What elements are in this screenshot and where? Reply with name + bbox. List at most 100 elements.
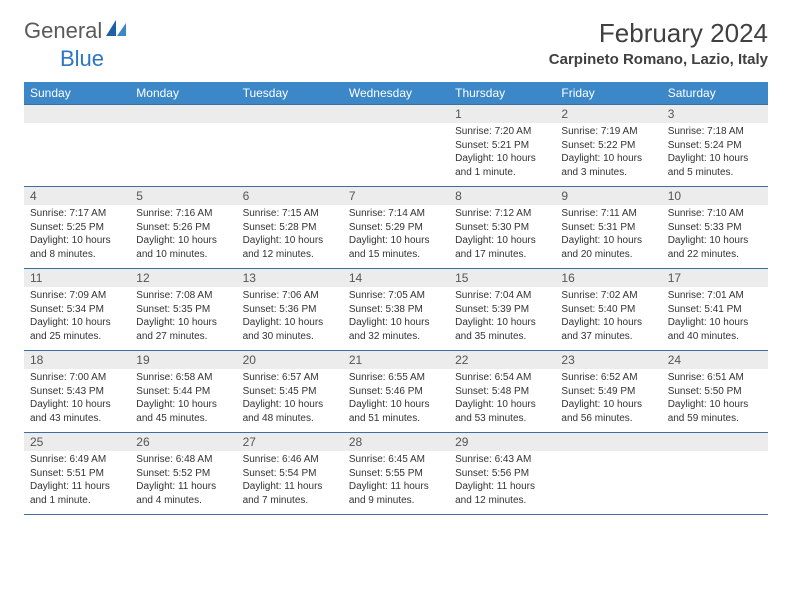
sunrise-text: Sunrise: 7:09 AM xyxy=(30,289,124,303)
day-details: Sunrise: 6:52 AMSunset: 5:49 PMDaylight:… xyxy=(555,369,661,429)
logo-sail-icon xyxy=(106,20,128,43)
calendar-day-cell: 5Sunrise: 7:16 AMSunset: 5:26 PMDaylight… xyxy=(130,187,236,269)
sunrise-text: Sunrise: 6:46 AM xyxy=(243,453,337,467)
sunset-text: Sunset: 5:34 PM xyxy=(30,303,124,317)
calendar-day-cell: 4Sunrise: 7:17 AMSunset: 5:25 PMDaylight… xyxy=(24,187,130,269)
day-details: Sunrise: 6:49 AMSunset: 5:51 PMDaylight:… xyxy=(24,451,130,511)
day-details: Sunrise: 6:46 AMSunset: 5:54 PMDaylight:… xyxy=(237,451,343,511)
day-details: Sunrise: 6:55 AMSunset: 5:46 PMDaylight:… xyxy=(343,369,449,429)
sunset-text: Sunset: 5:31 PM xyxy=(561,221,655,235)
daylight-text: Daylight: 10 hours and 12 minutes. xyxy=(243,234,337,261)
calendar-day-cell: 1Sunrise: 7:20 AMSunset: 5:21 PMDaylight… xyxy=(449,105,555,187)
sunset-text: Sunset: 5:26 PM xyxy=(136,221,230,235)
daylight-text: Daylight: 10 hours and 45 minutes. xyxy=(136,398,230,425)
calendar-day-cell xyxy=(662,433,768,515)
calendar-day-cell: 18Sunrise: 7:00 AMSunset: 5:43 PMDayligh… xyxy=(24,351,130,433)
daylight-text: Daylight: 10 hours and 17 minutes. xyxy=(455,234,549,261)
sunset-text: Sunset: 5:30 PM xyxy=(455,221,549,235)
day-details: Sunrise: 6:58 AMSunset: 5:44 PMDaylight:… xyxy=(130,369,236,429)
calendar-day-cell xyxy=(555,433,661,515)
day-number xyxy=(24,105,130,123)
day-header: Tuesday xyxy=(237,82,343,105)
sunrise-text: Sunrise: 7:08 AM xyxy=(136,289,230,303)
day-number: 20 xyxy=(237,351,343,369)
day-number: 22 xyxy=(449,351,555,369)
sunrise-text: Sunrise: 7:17 AM xyxy=(30,207,124,221)
calendar-day-cell: 12Sunrise: 7:08 AMSunset: 5:35 PMDayligh… xyxy=(130,269,236,351)
day-number: 5 xyxy=(130,187,236,205)
day-number: 24 xyxy=(662,351,768,369)
sunset-text: Sunset: 5:25 PM xyxy=(30,221,124,235)
logo: General xyxy=(24,18,130,44)
sunset-text: Sunset: 5:38 PM xyxy=(349,303,443,317)
day-details: Sunrise: 7:04 AMSunset: 5:39 PMDaylight:… xyxy=(449,287,555,347)
day-number: 27 xyxy=(237,433,343,451)
logo-text-blue: Blue xyxy=(60,46,104,71)
sunrise-text: Sunrise: 6:58 AM xyxy=(136,371,230,385)
daylight-text: Daylight: 10 hours and 37 minutes. xyxy=(561,316,655,343)
day-number xyxy=(662,433,768,451)
calendar-day-cell: 10Sunrise: 7:10 AMSunset: 5:33 PMDayligh… xyxy=(662,187,768,269)
daylight-text: Daylight: 10 hours and 40 minutes. xyxy=(668,316,762,343)
day-details: Sunrise: 7:20 AMSunset: 5:21 PMDaylight:… xyxy=(449,123,555,183)
calendar-day-cell: 11Sunrise: 7:09 AMSunset: 5:34 PMDayligh… xyxy=(24,269,130,351)
sunset-text: Sunset: 5:55 PM xyxy=(349,467,443,481)
day-number: 12 xyxy=(130,269,236,287)
calendar-day-cell xyxy=(130,105,236,187)
calendar-table: SundayMondayTuesdayWednesdayThursdayFrid… xyxy=(24,82,768,515)
sunset-text: Sunset: 5:52 PM xyxy=(136,467,230,481)
calendar-day-cell: 8Sunrise: 7:12 AMSunset: 5:30 PMDaylight… xyxy=(449,187,555,269)
day-number: 10 xyxy=(662,187,768,205)
day-number: 6 xyxy=(237,187,343,205)
day-header-row: SundayMondayTuesdayWednesdayThursdayFrid… xyxy=(24,82,768,105)
daylight-text: Daylight: 10 hours and 10 minutes. xyxy=(136,234,230,261)
calendar-day-cell: 19Sunrise: 6:58 AMSunset: 5:44 PMDayligh… xyxy=(130,351,236,433)
day-details: Sunrise: 7:11 AMSunset: 5:31 PMDaylight:… xyxy=(555,205,661,265)
sunrise-text: Sunrise: 6:49 AM xyxy=(30,453,124,467)
calendar-day-cell: 17Sunrise: 7:01 AMSunset: 5:41 PMDayligh… xyxy=(662,269,768,351)
sunset-text: Sunset: 5:44 PM xyxy=(136,385,230,399)
day-number: 9 xyxy=(555,187,661,205)
daylight-text: Daylight: 10 hours and 51 minutes. xyxy=(349,398,443,425)
calendar-day-cell: 27Sunrise: 6:46 AMSunset: 5:54 PMDayligh… xyxy=(237,433,343,515)
day-number: 2 xyxy=(555,105,661,123)
day-details: Sunrise: 7:06 AMSunset: 5:36 PMDaylight:… xyxy=(237,287,343,347)
daylight-text: Daylight: 10 hours and 3 minutes. xyxy=(561,152,655,179)
day-details: Sunrise: 6:48 AMSunset: 5:52 PMDaylight:… xyxy=(130,451,236,511)
day-number xyxy=(237,105,343,123)
sunset-text: Sunset: 5:46 PM xyxy=(349,385,443,399)
day-details: Sunrise: 7:10 AMSunset: 5:33 PMDaylight:… xyxy=(662,205,768,265)
daylight-text: Daylight: 10 hours and 35 minutes. xyxy=(455,316,549,343)
day-details: Sunrise: 6:57 AMSunset: 5:45 PMDaylight:… xyxy=(237,369,343,429)
sunset-text: Sunset: 5:24 PM xyxy=(668,139,762,153)
calendar-day-cell xyxy=(24,105,130,187)
title-block: February 2024 Carpineto Romano, Lazio, I… xyxy=(549,18,768,68)
day-number: 28 xyxy=(343,433,449,451)
sunset-text: Sunset: 5:40 PM xyxy=(561,303,655,317)
day-details: Sunrise: 7:19 AMSunset: 5:22 PMDaylight:… xyxy=(555,123,661,183)
day-details: Sunrise: 6:51 AMSunset: 5:50 PMDaylight:… xyxy=(662,369,768,429)
sunrise-text: Sunrise: 6:54 AM xyxy=(455,371,549,385)
daylight-text: Daylight: 10 hours and 56 minutes. xyxy=(561,398,655,425)
daylight-text: Daylight: 11 hours and 1 minute. xyxy=(30,480,124,507)
sunrise-text: Sunrise: 7:11 AM xyxy=(561,207,655,221)
sunset-text: Sunset: 5:21 PM xyxy=(455,139,549,153)
logo-blue-text-wrap: Blue xyxy=(24,46,104,72)
day-number xyxy=(555,433,661,451)
day-number: 25 xyxy=(24,433,130,451)
day-number: 23 xyxy=(555,351,661,369)
day-details: Sunrise: 7:16 AMSunset: 5:26 PMDaylight:… xyxy=(130,205,236,265)
sunrise-text: Sunrise: 6:55 AM xyxy=(349,371,443,385)
calendar-day-cell: 6Sunrise: 7:15 AMSunset: 5:28 PMDaylight… xyxy=(237,187,343,269)
sunrise-text: Sunrise: 6:57 AM xyxy=(243,371,337,385)
day-details: Sunrise: 7:00 AMSunset: 5:43 PMDaylight:… xyxy=(24,369,130,429)
sunset-text: Sunset: 5:50 PM xyxy=(668,385,762,399)
day-header: Sunday xyxy=(24,82,130,105)
calendar-day-cell: 24Sunrise: 6:51 AMSunset: 5:50 PMDayligh… xyxy=(662,351,768,433)
sunrise-text: Sunrise: 6:52 AM xyxy=(561,371,655,385)
daylight-text: Daylight: 10 hours and 1 minute. xyxy=(455,152,549,179)
sunrise-text: Sunrise: 7:10 AM xyxy=(668,207,762,221)
daylight-text: Daylight: 11 hours and 9 minutes. xyxy=(349,480,443,507)
calendar-day-cell: 14Sunrise: 7:05 AMSunset: 5:38 PMDayligh… xyxy=(343,269,449,351)
day-number: 29 xyxy=(449,433,555,451)
